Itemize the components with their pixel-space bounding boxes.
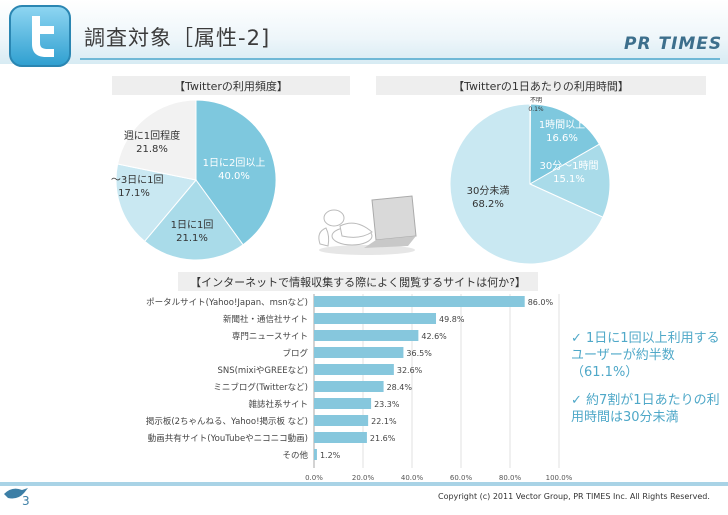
pie1-value-3: 21.8% (136, 144, 168, 155)
pie1-value-2: 17.1% (118, 188, 150, 199)
pie2-label-1: 1時間以上 (539, 119, 585, 131)
bar-category-label-5: ミニブログ(Twitterなど) (213, 382, 308, 393)
bar-category-label-4: SNS(mixiやGREEなど) (217, 366, 308, 376)
pie-chart-usage-frequency: 1日に2回以上 40.0% 1日に1回 21.1% 2〜3日に1回 17.1% 週に1回程度… (110, 99, 277, 261)
pie2-label-2: 30分〜1時間 (539, 160, 598, 172)
title-bar (0, 0, 728, 64)
page-number: 3 (22, 494, 30, 508)
bar-category-label-8: 動画共有サイト(YouTubeやニコニコ動画) (148, 433, 308, 444)
person-with-laptop-illustration (318, 195, 417, 255)
bar-value-label-7: 22.1% (371, 417, 397, 426)
bar-category-label-7: 掲示板(2ちゃんねる、Yahoo!掲示板 など) (146, 416, 308, 427)
bar-xtick-1: 20.0% (352, 474, 375, 482)
bar-xtick-5: 100.0% (546, 474, 573, 482)
summary-point-2: ✓ 約7割が1日あたりの利用時間は30分未満 (571, 393, 720, 425)
bar-value-label-5: 28.4% (387, 383, 413, 392)
pie2-slice-1 (529, 103, 601, 185)
bar-xtick-4: 80.0% (499, 474, 522, 482)
bird-icon (4, 488, 28, 499)
bar-1 (314, 313, 437, 324)
bar-xtick-0: 0.0% (305, 474, 323, 482)
pie1-value-0: 40.0% (218, 171, 250, 182)
bar-xtick-3: 60.0% (450, 474, 473, 482)
bar-5 (314, 381, 384, 392)
pie2-value-2: 15.1% (553, 174, 585, 185)
bar-6 (314, 398, 372, 409)
bar-value-label-3: 36.5% (406, 349, 432, 358)
bar-category-label-9: その他 (282, 450, 308, 461)
copyright-text: Copyright (c) 2011 Vector Group, PR TIME… (438, 492, 710, 501)
bar-3 (314, 347, 404, 358)
page-title: 調査対象［属性-2] (84, 26, 271, 50)
bar-value-label-6: 23.3% (374, 400, 400, 409)
bar-category-label-3: ブログ (282, 348, 308, 359)
bar-0 (314, 296, 525, 307)
bar-value-label-1: 49.8% (439, 315, 465, 324)
summary-point-1: ✓ 1日に1回以上利用するユーザーが約半数（61.1%） (571, 331, 720, 380)
pie2-label-3: 30分未満 (467, 185, 510, 197)
brand-logo: PR TIMES (624, 34, 723, 54)
twitter-logo-icon (9, 5, 71, 67)
pie1-slice-1 (143, 179, 244, 261)
pie2-slice-3 (449, 103, 604, 265)
pie2-label-0: 不明 (530, 97, 542, 104)
pie2-value-1: 16.6% (546, 133, 578, 144)
pie1-slice-0 (195, 99, 277, 246)
bar-value-label-8: 21.6% (370, 434, 396, 443)
pie1-label-0: 1日に2回以上 (203, 157, 266, 169)
pie1-label-1: 1日に1回 (171, 219, 214, 231)
bar-4 (314, 364, 394, 375)
bar-value-label-0: 86.0% (528, 298, 554, 307)
pie1-value-1: 21.1% (176, 233, 208, 244)
pie-chart-daily-time: 不明 0.1% 1時間以上 16.6% 30分〜1時間 15.1% 30分未満 68.2% (449, 97, 611, 265)
bar-value-label-4: 32.6% (397, 366, 423, 375)
bar-value-label-2: 42.6% (421, 332, 447, 341)
bar-category-label-2: 専門ニュースサイト (232, 331, 308, 342)
pie1-slice-3 (117, 99, 197, 181)
pie-daily-time-title: 【Twitterの1日あたりの利用時間】 (376, 76, 706, 95)
pie1-label-3: 週に1回程度 (124, 129, 180, 142)
bar-category-label-0: ポータルサイト(Yahoo!Japan、msnなど) (146, 298, 308, 308)
bar-chart-sites: 0.0% 20.0% 40.0% 60.0% 80.0% 100.0% ポータルサイト(Ya… (146, 294, 573, 482)
pie-usage-frequency-title: 【Twitterの利用頻度】 (112, 76, 350, 95)
bar-9 (314, 449, 317, 460)
bar-8 (314, 432, 367, 443)
pie1-label-2: 2〜3日に1回 (110, 174, 164, 186)
footer-rule (0, 482, 728, 486)
bar-2 (314, 330, 419, 341)
pie2-value-0: 0.1% (528, 106, 544, 113)
pie2-slice-2 (528, 143, 611, 218)
bar-chart-title: 【インターネットで情報収集する際によく閲覧するサイトは何か?】 (178, 272, 538, 291)
bar-7 (314, 415, 369, 426)
pie2-value-3: 68.2% (472, 199, 504, 210)
bar-xtick-2: 40.0% (401, 474, 424, 482)
bar-category-label-6: 雑誌社系サイト (248, 399, 308, 410)
pie1-slice-2 (115, 163, 197, 243)
bar-value-label-9: 1.2% (320, 451, 341, 460)
bar-category-label-1: 新聞社・通信社サイト (223, 314, 308, 325)
